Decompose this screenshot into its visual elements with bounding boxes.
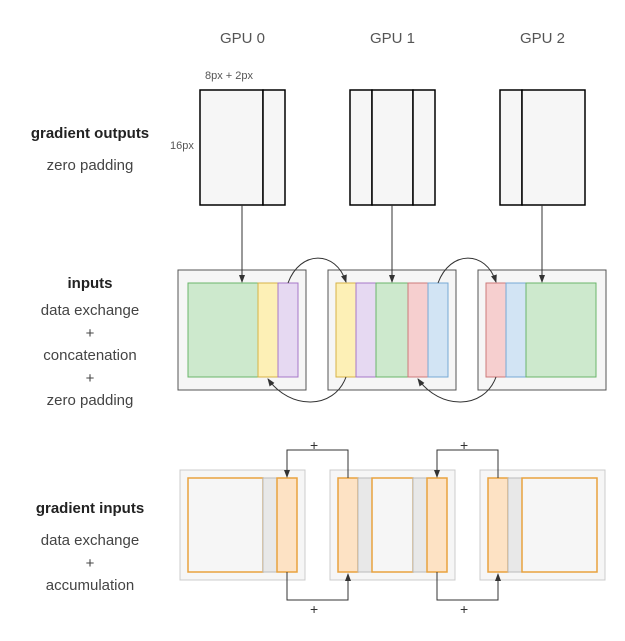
row2-gpu1	[328, 270, 456, 390]
plus-bot-1: +	[310, 601, 318, 617]
row3-gpu2	[480, 470, 605, 580]
plus-top-2: +	[460, 437, 468, 453]
diagram-svg	[0, 0, 625, 641]
plus-top-1: +	[310, 437, 318, 453]
plus-bot-2: +	[460, 601, 468, 617]
row3-gpu1	[330, 470, 455, 580]
diagram-root: GPU 0 GPU 1 GPU 2 8px + 2px 16px gradien…	[0, 0, 625, 641]
row3-gpu0	[180, 470, 305, 580]
row1-gpu2	[500, 90, 585, 205]
row1-gpu0	[200, 90, 285, 205]
row2-gpu2	[478, 270, 606, 390]
row1-gpu1	[350, 90, 435, 205]
row2-gpu0	[178, 270, 306, 390]
